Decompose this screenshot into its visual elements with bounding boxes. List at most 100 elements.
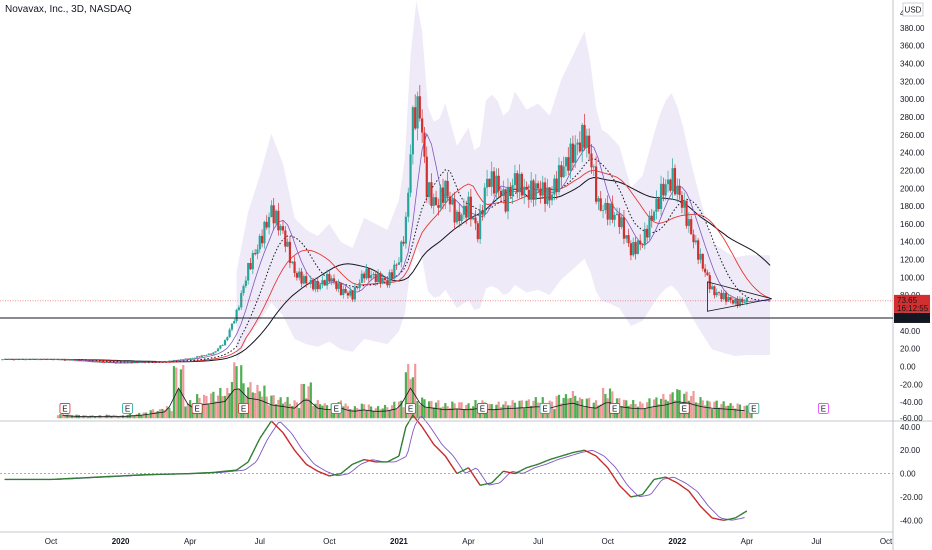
volume-bar — [203, 394, 206, 419]
volume-bar — [281, 403, 285, 419]
volume-bar — [214, 401, 217, 419]
candle-up — [388, 272, 391, 286]
candle-up — [24, 359, 27, 361]
candle-down — [198, 356, 201, 358]
volume-bar — [430, 400, 433, 419]
candle-up — [439, 187, 442, 208]
oscillator-main-segment — [296, 452, 300, 457]
candle-up — [309, 279, 312, 285]
oscillator-main-segment — [699, 505, 704, 510]
volume-bar — [107, 414, 111, 419]
candle-down — [332, 278, 336, 282]
oscillator-main-segment — [604, 464, 609, 469]
oscillator-main-segment — [412, 414, 416, 419]
oscillator-main-segment — [683, 487, 687, 491]
volume-bar — [300, 383, 303, 419]
oscillator-main-segment — [609, 470, 613, 476]
earnings-marker-label: E — [612, 404, 617, 413]
volume-bar — [701, 400, 704, 419]
oscillator-main-segment — [706, 512, 711, 517]
volume-bar — [704, 405, 707, 419]
volume-bar — [302, 383, 305, 419]
volume-bar — [168, 407, 171, 419]
volume-bar — [583, 407, 586, 419]
candle-down — [434, 197, 438, 206]
oscillator-main-segment — [607, 467, 611, 472]
volume-bar — [715, 400, 718, 419]
price-tick-label: 140.00 — [900, 238, 925, 247]
candle-up — [467, 196, 470, 218]
oscillator-main-segment — [398, 446, 402, 457]
price-tick-label: 40.00 — [900, 327, 921, 336]
oscillator-main-segment — [679, 483, 683, 487]
volume-bar — [207, 404, 210, 419]
candle-down — [33, 358, 36, 360]
volume-bar — [411, 377, 414, 419]
oscillator-main-segment — [565, 453, 569, 456]
oscillator-main-segment — [435, 446, 439, 450]
time-tick-label: Apr — [184, 537, 197, 546]
price-tick-label: 280.00 — [900, 113, 925, 122]
volume-bar — [277, 399, 280, 419]
candle-up — [59, 359, 62, 361]
candle-up — [133, 362, 136, 363]
volume-bar — [622, 399, 626, 419]
candle-up — [372, 274, 375, 276]
candle-up — [330, 278, 333, 282]
candle-up — [581, 124, 584, 152]
volume-bar — [298, 408, 301, 419]
volume-bar — [485, 409, 489, 419]
oscillator-main-segment — [563, 453, 567, 457]
candle-down — [114, 362, 118, 364]
volume-bar — [258, 391, 261, 419]
price-tick-label: 300.00 — [900, 95, 925, 104]
time-tick-label: Apr — [741, 537, 754, 546]
candle-up — [727, 297, 730, 302]
candle-down — [639, 240, 642, 245]
volume-bar — [386, 407, 389, 419]
currency-badge[interactable] — [902, 2, 924, 17]
candle-down — [669, 179, 672, 191]
volume-bar — [251, 392, 254, 419]
volume-bar — [720, 404, 723, 419]
oscillator-main-segment — [444, 455, 449, 460]
volume-bar — [472, 406, 475, 419]
volume-bar — [284, 401, 287, 419]
volume-bar — [358, 409, 361, 419]
volume-bar — [249, 382, 252, 419]
candle-down — [395, 264, 398, 266]
oscillator-main-segment — [387, 460, 390, 463]
oscillator-main-segment — [568, 452, 571, 455]
volume-bar — [117, 416, 120, 419]
triangle-pattern — [707, 281, 772, 312]
candle-down — [107, 362, 111, 364]
oscillator-main-segment — [542, 460, 546, 464]
oscillator-main-segment — [521, 468, 525, 471]
chart-title: Novavax, Inc., 3D, NASDAQ — [5, 4, 132, 15]
candle-up — [87, 361, 90, 363]
candle-up — [291, 261, 294, 263]
volume-bar — [664, 399, 667, 419]
candle-up — [117, 362, 120, 364]
current-price-badge — [894, 294, 930, 313]
candle-down — [622, 217, 626, 239]
volume-bar — [356, 407, 359, 419]
oscillator-main-segment — [308, 465, 312, 468]
oscillator-main-segment — [616, 481, 620, 486]
candle-down — [100, 362, 104, 363]
oscillator-main-segment — [414, 417, 419, 422]
volume-bar — [555, 396, 558, 419]
oscillator-main-segment — [625, 491, 630, 496]
volume-bar — [743, 405, 746, 419]
earnings-marker-label: E — [62, 404, 67, 413]
candle-down — [386, 280, 389, 286]
oscillator-main-segment — [289, 442, 293, 448]
volume-bar — [650, 406, 653, 419]
candle-up — [128, 362, 131, 364]
candle-up — [161, 361, 164, 362]
volume-bar — [513, 402, 517, 419]
volume-bar — [441, 406, 445, 419]
volume-bar — [738, 404, 742, 419]
oscillator-main-segment — [526, 466, 530, 469]
